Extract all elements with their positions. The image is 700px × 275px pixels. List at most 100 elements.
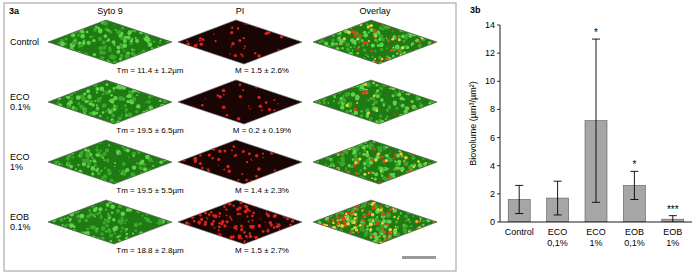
micrograph-base — [48, 140, 172, 184]
texture-dot — [159, 112, 162, 115]
texture-dot — [340, 81, 342, 83]
texture-dot — [131, 119, 134, 122]
texture-dot — [361, 119, 363, 121]
texture-dot — [377, 152, 380, 155]
texture-dot — [299, 144, 301, 146]
texture-dot — [51, 59, 53, 61]
texture-dot — [279, 28, 283, 32]
texture-dot — [102, 111, 105, 114]
texture-dot — [139, 121, 141, 123]
texture-dot — [61, 153, 63, 155]
texture-dot — [136, 162, 138, 164]
texture-dot — [424, 146, 428, 150]
texture-dot — [145, 177, 147, 179]
texture-dot — [195, 89, 197, 91]
texture-dot — [97, 167, 99, 169]
texture-dot — [429, 83, 432, 86]
texture-dot — [428, 145, 432, 149]
texture-dot — [333, 114, 336, 117]
texture-dot — [245, 179, 248, 182]
texture-dot — [393, 101, 397, 105]
texture-dot — [157, 33, 160, 36]
texture-dot — [312, 175, 315, 178]
texture-dot — [328, 169, 330, 171]
texture-dot — [215, 40, 217, 42]
texture-dot — [139, 181, 142, 184]
texture-dot — [62, 119, 65, 122]
texture-dot — [404, 84, 408, 88]
texture-dot — [241, 173, 243, 175]
texture-dot — [144, 147, 147, 150]
texture-dot — [411, 100, 414, 103]
texture-dot — [128, 59, 132, 63]
texture-dot — [102, 51, 106, 55]
texture-dot — [402, 62, 404, 64]
texture-dot — [202, 82, 205, 85]
texture-dot — [74, 58, 78, 62]
texture-dot — [330, 59, 332, 61]
texture-dot — [366, 154, 370, 158]
texture-dot — [400, 26, 402, 28]
texture-dot — [86, 89, 90, 93]
texture-dot — [139, 163, 141, 165]
texture-dot — [398, 21, 400, 23]
texture-dot — [423, 142, 427, 146]
texture-dot — [62, 180, 64, 182]
texture-dot — [325, 115, 328, 118]
texture-dot — [315, 122, 318, 125]
texture-dot — [395, 44, 400, 49]
texture-dot — [86, 142, 89, 145]
texture-dot — [160, 174, 165, 179]
texture-dot — [429, 28, 430, 29]
micrograph-edge — [313, 80, 437, 124]
texture-dot — [432, 63, 434, 65]
texture-dot — [66, 162, 71, 167]
texture-dot — [110, 179, 114, 183]
texture-dot — [165, 149, 168, 152]
texture-dot — [352, 158, 355, 161]
texture-dot — [319, 102, 320, 103]
texture-dot — [150, 120, 155, 125]
texture-dot — [156, 51, 159, 54]
texture-dot — [127, 101, 129, 103]
texture-dot — [283, 51, 284, 52]
texture-dot — [425, 173, 427, 175]
texture-dot — [104, 159, 106, 161]
texture-dot — [152, 161, 154, 163]
texture-dot — [340, 60, 344, 64]
texture-dot — [91, 157, 93, 159]
texture-dot — [165, 91, 170, 96]
texture-dot — [363, 173, 366, 176]
texture-dot — [295, 96, 296, 97]
texture-dot — [239, 83, 242, 86]
texture-dot — [414, 22, 416, 24]
texture-dot — [83, 40, 85, 42]
texture-dot — [417, 118, 421, 122]
texture-dot — [185, 61, 186, 62]
texture-dot — [411, 42, 414, 45]
texture-dot — [98, 46, 102, 50]
column-header: PI — [236, 6, 245, 16]
texture-dot — [217, 158, 220, 161]
row-label-line: 0.1% — [10, 102, 31, 112]
texture-dot — [312, 107, 314, 109]
texture-dot — [388, 158, 393, 163]
texture-dot — [183, 116, 186, 119]
texture-dot — [77, 34, 80, 37]
texture-dot — [405, 141, 409, 145]
texture-dot — [332, 85, 335, 88]
texture-dot — [331, 51, 334, 54]
texture-dot — [387, 80, 391, 84]
texture-dot — [391, 180, 395, 184]
texture-dot — [205, 98, 206, 99]
texture-dot — [141, 57, 144, 60]
texture-dot — [47, 108, 49, 110]
texture-dot — [326, 57, 329, 60]
texture-dot — [314, 178, 317, 181]
texture-dot — [132, 81, 134, 83]
texture-dot — [188, 30, 192, 34]
texture-dot — [420, 119, 424, 123]
texture-dot — [163, 23, 166, 26]
texture-dot — [105, 148, 109, 152]
texture-dot — [250, 158, 252, 160]
